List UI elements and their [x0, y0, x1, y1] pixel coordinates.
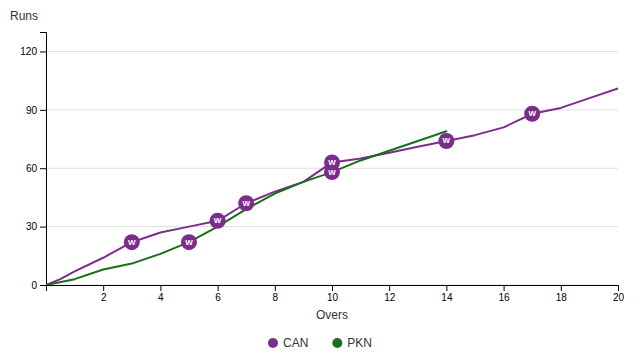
series-line	[46, 131, 446, 285]
x-tick-mark	[446, 285, 447, 291]
legend-marker	[332, 338, 342, 348]
x-axis-label: Overs	[316, 308, 348, 322]
x-tick-label: 16	[499, 292, 511, 303]
y-tick: 30	[26, 221, 46, 232]
y-tick-label: 120	[20, 46, 37, 57]
y-axis-line	[40, 33, 47, 286]
x-tick-mark	[618, 285, 619, 291]
x-tick: 2	[101, 285, 107, 303]
legend-item: CAN	[268, 336, 308, 350]
y-tick-mark	[40, 168, 46, 169]
x-axis: 2 4 6 8 10 12 14 16 18 20	[47, 285, 625, 303]
y-tick-label: 60	[26, 163, 38, 174]
x-tick-label: 2	[101, 292, 107, 303]
x-tick-mark	[504, 285, 505, 291]
x-tick-mark	[218, 285, 219, 291]
x-tick-mark	[561, 285, 562, 291]
y-axis: 0 30 60 90 120	[20, 33, 46, 291]
x-tick-label: 10	[327, 292, 339, 303]
legend: CAN PKN	[268, 336, 372, 350]
legend-label: PKN	[347, 336, 372, 350]
wicket-marker	[181, 234, 197, 250]
y-tick-label: 90	[26, 105, 38, 116]
y-tick-mark	[40, 51, 46, 52]
x-tick-label: 18	[556, 292, 568, 303]
x-tick-mark	[103, 285, 104, 291]
y-tick-label: 30	[26, 221, 38, 232]
x-tick: 4	[158, 285, 164, 303]
x-tick: 10	[327, 285, 339, 303]
x-tick: 14	[441, 285, 453, 303]
plot-area	[46, 88, 618, 285]
grid-line	[46, 226, 618, 227]
y-tick: 90	[26, 105, 46, 116]
x-tick: 16	[499, 285, 511, 303]
x-tick: 18	[556, 285, 568, 303]
y-tick-mark	[40, 227, 46, 228]
y-tick: 60	[26, 163, 46, 174]
wicket-label: W	[242, 199, 250, 208]
wicket-label: W	[528, 109, 536, 118]
series-line	[46, 88, 618, 285]
y-axis-label: Runs	[10, 9, 38, 23]
wicket-marker	[238, 195, 254, 211]
wicket-labels: WWWWWWWW	[128, 109, 536, 246]
x-tick-mark	[389, 285, 390, 291]
wicket-label: W	[443, 136, 451, 145]
wicket-label: W	[128, 238, 136, 247]
legend-label: CAN	[283, 336, 308, 350]
y-grid	[46, 51, 618, 285]
wicket-label: W	[185, 238, 193, 247]
wicket-label: W	[214, 216, 222, 225]
x-axis-line	[47, 286, 619, 292]
x-tick: 20	[613, 285, 625, 303]
x-tick-label: 14	[441, 292, 453, 303]
x-tick-label: 6	[215, 292, 221, 303]
wicket-label: W	[328, 158, 336, 167]
x-tick-mark	[332, 285, 333, 291]
y-tick: 120	[20, 46, 46, 57]
legend-item: PKN	[332, 336, 372, 350]
y-tick: 0	[31, 280, 46, 291]
y-tick-mark	[40, 285, 46, 286]
wicket-marker	[124, 234, 140, 250]
wicket-marker	[210, 213, 226, 229]
x-tick: 8	[273, 285, 279, 303]
x-tick-label: 8	[273, 292, 279, 303]
y-tick-mark	[40, 110, 46, 111]
x-tick: 6	[215, 285, 221, 303]
wicket-marker	[524, 106, 540, 122]
x-tick-label: 20	[613, 292, 625, 303]
chart: 24681012141618200306090120WWWWWWWWOversR…	[0, 0, 640, 357]
legend-marker	[268, 338, 278, 348]
y-tick-label: 0	[31, 280, 37, 291]
x-tick-mark	[160, 285, 161, 291]
x-tick-label: 12	[384, 292, 396, 303]
wicket-marker	[438, 133, 454, 149]
grid-line	[46, 51, 618, 52]
x-tick: 12	[384, 285, 396, 303]
wicket-label: W	[328, 168, 336, 177]
x-tick-label: 4	[158, 292, 164, 303]
x-tick-mark	[275, 285, 276, 291]
